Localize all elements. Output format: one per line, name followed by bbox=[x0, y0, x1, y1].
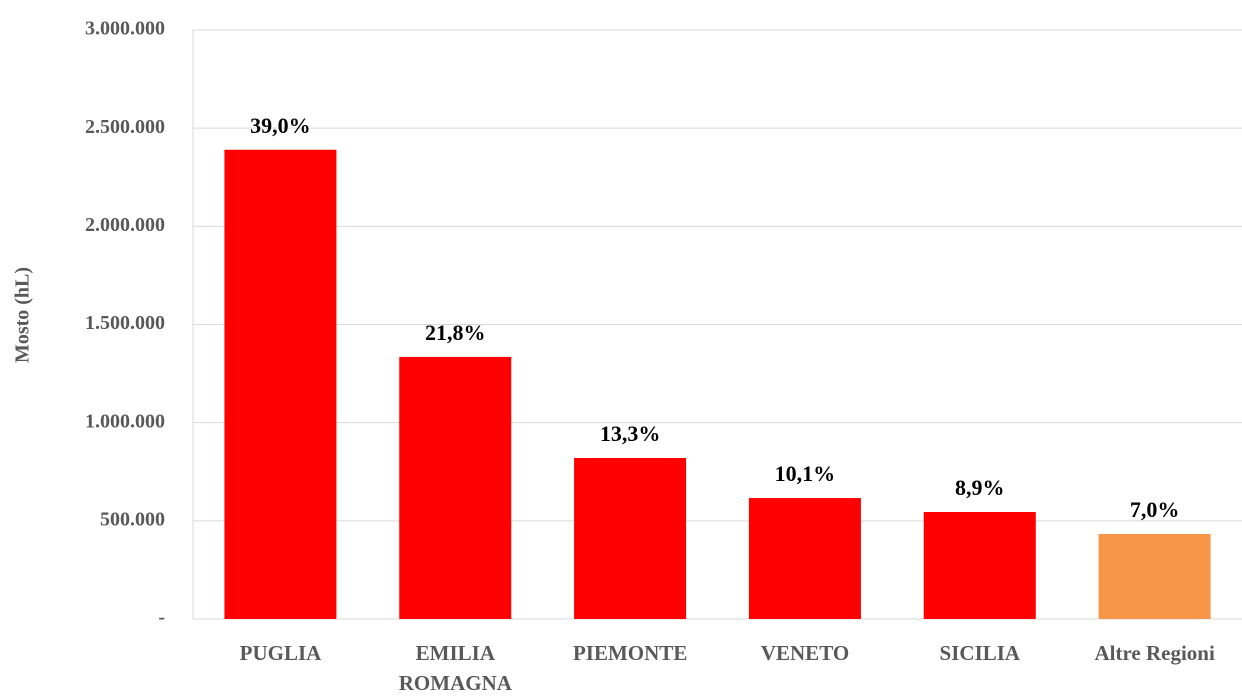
data-label: 21,8% bbox=[425, 320, 486, 345]
y-axis-title: Mosto (hL) bbox=[12, 267, 34, 363]
y-tick-label: 2.000.000 bbox=[85, 214, 165, 236]
x-tick-label: EMILIA ROMAGNA bbox=[398, 641, 512, 695]
data-label: 8,9% bbox=[955, 475, 1005, 500]
bar bbox=[748, 498, 861, 619]
y-tick-label: 500.000 bbox=[100, 508, 165, 530]
x-tick-label: PIEMONTE bbox=[572, 641, 688, 665]
x-tick-label: SICILIA bbox=[939, 641, 1021, 665]
bar bbox=[399, 356, 512, 619]
x-tick-label: PUGLIA bbox=[239, 641, 322, 665]
y-tick-label: - bbox=[158, 607, 165, 629]
data-label: 13,3% bbox=[600, 421, 661, 446]
y-tick-label: 1.000.000 bbox=[85, 410, 165, 432]
y-tick-label: 2.500.000 bbox=[85, 116, 165, 138]
data-label: 10,1% bbox=[775, 461, 836, 486]
data-label: 7,0% bbox=[1130, 497, 1180, 522]
bar bbox=[224, 149, 337, 619]
bar bbox=[574, 458, 687, 619]
bar bbox=[1098, 533, 1211, 619]
x-tick-label: VENETO bbox=[760, 641, 850, 665]
x-tick-label: Altre Regioni bbox=[1094, 641, 1215, 665]
y-tick-label: 3.000.000 bbox=[85, 18, 165, 40]
y-tick-label: 1.500.000 bbox=[85, 312, 165, 334]
data-label: 39,0% bbox=[250, 113, 311, 138]
bar bbox=[923, 511, 1036, 619]
